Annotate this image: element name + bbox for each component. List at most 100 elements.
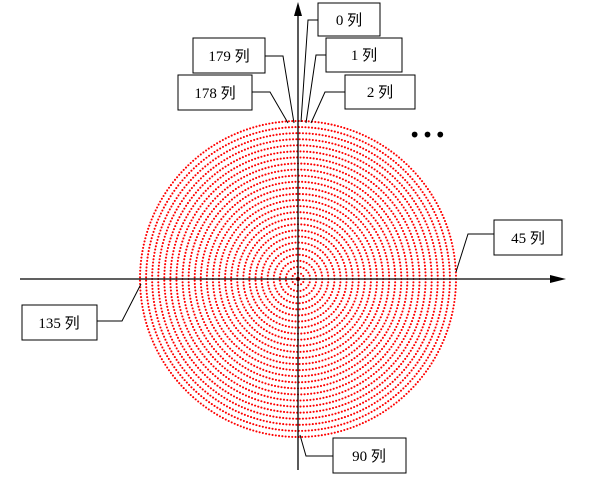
sample-dot	[404, 385, 407, 388]
sample-dot	[230, 379, 233, 382]
sample-dot	[212, 271, 215, 274]
sample-dot	[355, 208, 359, 211]
sample-dot	[401, 245, 404, 248]
sample-dot	[179, 181, 182, 184]
sample-dot	[381, 403, 384, 407]
sample-dot	[250, 317, 253, 320]
sample-dot	[224, 333, 227, 336]
sample-dot	[218, 271, 221, 274]
sample-dot	[260, 237, 263, 240]
sample-dot	[339, 274, 342, 277]
sample-dot	[441, 323, 444, 326]
sample-dot	[343, 422, 346, 425]
sample-dot	[312, 157, 315, 160]
sample-dot	[343, 249, 346, 252]
sample-dot	[201, 184, 204, 187]
sample-dot	[254, 358, 257, 361]
sample-dot	[187, 164, 190, 167]
sample-dot	[222, 381, 225, 384]
sample-dot	[367, 412, 370, 415]
sample-dot	[286, 293, 290, 296]
sample-dot	[195, 236, 198, 239]
sample-dot	[200, 269, 203, 272]
sample-dot	[257, 359, 260, 363]
sample-dot	[335, 175, 338, 178]
sample-dot	[316, 164, 319, 167]
sample-dot	[307, 236, 310, 239]
sample-dot	[147, 305, 150, 308]
sample-dot	[200, 289, 203, 292]
sample-dot	[278, 316, 281, 319]
sample-dot	[196, 302, 199, 305]
sample-dot	[272, 242, 275, 245]
sample-dot	[278, 194, 282, 197]
sample-dot	[199, 215, 202, 218]
sample-dot	[278, 239, 281, 242]
sample-dot	[175, 279, 178, 282]
sample-dot	[225, 324, 228, 327]
sample-dot	[422, 338, 425, 341]
sample-dot	[333, 237, 336, 240]
sample-dot	[406, 212, 409, 215]
sample-dot	[271, 122, 274, 125]
sample-dot	[392, 403, 395, 406]
sample-dot	[287, 242, 291, 245]
sample-dot	[149, 221, 152, 224]
sample-dot	[341, 151, 344, 154]
sample-dot	[360, 258, 363, 261]
sample-dot	[275, 366, 278, 369]
sample-dot	[436, 274, 439, 277]
sample-dot	[246, 338, 249, 341]
sample-dot	[146, 325, 149, 328]
sample-dot	[376, 148, 379, 151]
sample-dot	[347, 160, 350, 163]
sample-dot	[362, 264, 365, 267]
sample-dot	[251, 295, 254, 298]
sample-dot	[432, 313, 435, 316]
sample-dot	[304, 229, 307, 232]
sample-dot	[232, 259, 235, 263]
sample-dot	[454, 264, 457, 267]
sample-dot	[320, 372, 323, 375]
sample-dot	[344, 215, 347, 218]
sample-dot	[273, 340, 276, 343]
sample-dot	[209, 353, 212, 356]
sample-dot	[368, 344, 371, 347]
sample-dot	[433, 226, 436, 229]
sample-dot	[151, 291, 154, 294]
sample-dot	[379, 316, 382, 319]
sample-dot	[384, 409, 387, 412]
sample-dot	[212, 284, 215, 287]
dot-ring	[151, 132, 445, 426]
sample-dot	[151, 264, 154, 267]
sample-dot	[207, 385, 210, 388]
sample-dot	[157, 287, 160, 290]
sample-dot	[280, 169, 283, 172]
sample-dot	[343, 146, 346, 149]
sample-dot	[388, 337, 391, 340]
sample-dot	[266, 192, 269, 195]
sample-dot	[339, 358, 342, 361]
sample-dot	[253, 184, 256, 187]
sample-dot	[442, 274, 445, 277]
sample-dot	[345, 186, 348, 189]
sample-dot	[405, 316, 408, 319]
sample-dot	[312, 145, 315, 148]
sample-dot	[359, 300, 362, 303]
sample-dot	[163, 335, 166, 338]
sample-dot	[373, 208, 376, 211]
sample-dot	[169, 237, 172, 240]
sample-dot	[395, 349, 398, 352]
sample-dot	[256, 292, 260, 295]
sample-dot	[224, 269, 227, 272]
sample-dot	[142, 243, 145, 246]
sample-dot	[213, 143, 216, 147]
sample-dot	[336, 195, 339, 199]
sample-dot	[407, 329, 410, 332]
sample-dot	[197, 392, 200, 396]
sample-dot	[221, 207, 224, 210]
sample-dot	[294, 326, 297, 329]
sample-dot	[440, 210, 443, 213]
sample-dot	[211, 245, 214, 248]
sample-dot	[449, 235, 452, 238]
